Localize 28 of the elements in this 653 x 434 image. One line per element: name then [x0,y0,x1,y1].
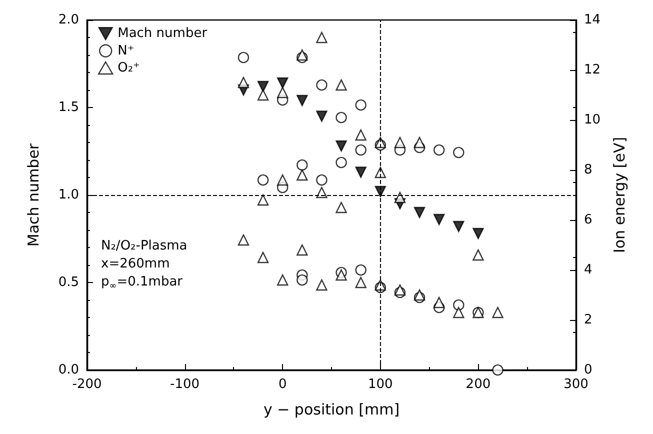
legend-label: Mach number [118,26,208,42]
y-tick-label: 1.5 [58,100,79,115]
x-tick-label: 200 [466,377,491,392]
y2-tick-label: 4 [584,262,592,278]
y-axis-title: Mach number [24,142,42,247]
y-tick-label: 0.5 [58,275,79,290]
legend-label: O₂⁺ [118,60,140,76]
x-tick-label: -100 [170,377,200,392]
x-tick-label: 300 [564,377,588,392]
x-tick-label: -200 [72,377,102,392]
y2-tick-label: 12 [584,62,601,78]
y2-tick-label: 8 [584,162,592,178]
x-tick-label: 100 [368,377,393,392]
annotation: x=260mm [101,256,170,272]
annotation: N₂/O₂-Plasma [101,238,188,254]
y2-tick-label: 0 [584,362,592,378]
x-axis-title: y − position [mm] [263,400,400,418]
y2-tick-label: 6 [584,212,592,228]
y-tick-label: 0.0 [58,362,79,378]
y2-tick-label: 2 [584,312,592,328]
y2-tick-label: 10 [584,112,601,128]
y2-axis-title: Ion energy [eV] [610,136,628,254]
annotation: p∞=0.1mbar [101,274,184,292]
legend-label: N⁺ [118,43,134,58]
x-tick-label: 0 [278,377,287,392]
y-tick-label: 2.0 [58,12,79,28]
y-tick-label: 1.0 [58,188,79,202]
y2-tick-label: 14 [584,12,601,28]
